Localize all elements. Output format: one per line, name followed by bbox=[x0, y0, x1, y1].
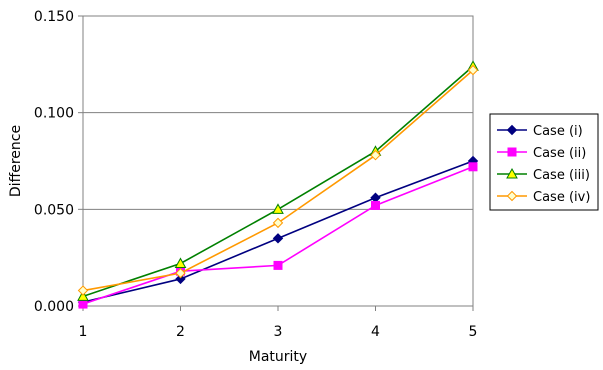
series bbox=[77, 60, 479, 309]
data-point bbox=[175, 267, 186, 279]
x-tick-label: 2 bbox=[176, 324, 185, 340]
data-point bbox=[272, 217, 284, 229]
x-tick-label: 1 bbox=[79, 324, 88, 340]
data-point bbox=[506, 167, 518, 179]
x-tick-label: 3 bbox=[274, 324, 283, 340]
x-tick-label: 5 bbox=[469, 324, 478, 340]
data-point bbox=[507, 147, 517, 157]
legend-label: Case (ii) bbox=[533, 146, 586, 161]
data-point bbox=[506, 190, 518, 202]
y-tick-label: 0.000 bbox=[34, 299, 74, 315]
grid bbox=[83, 112, 473, 210]
legend-label: Case (iii) bbox=[533, 168, 590, 183]
data-point bbox=[175, 273, 186, 285]
data-point bbox=[174, 257, 187, 268]
series-4 bbox=[77, 64, 479, 296]
series-line bbox=[82, 160, 474, 303]
data-point bbox=[370, 192, 381, 203]
data-point bbox=[77, 285, 89, 296]
legend-label: Case (iv) bbox=[533, 190, 590, 205]
legend-label: Case (i) bbox=[533, 124, 583, 139]
data-point bbox=[273, 260, 283, 270]
series-line bbox=[82, 69, 474, 292]
y-tick-label: 0.100 bbox=[34, 106, 74, 122]
data-point bbox=[370, 149, 381, 161]
data-point bbox=[468, 162, 478, 172]
data-point bbox=[78, 299, 88, 309]
legend-item: Case (ii) bbox=[497, 146, 586, 161]
axes: 0.000 0.050 0.100 0.150 1 2 3 4 5 bbox=[34, 9, 478, 340]
x-tick-label: 4 bbox=[371, 324, 380, 340]
legend-item: Case (i) bbox=[497, 124, 583, 139]
data-point bbox=[467, 64, 479, 76]
y-axis-title: Difference bbox=[8, 125, 24, 197]
legend-item: Case (iii) bbox=[497, 167, 590, 183]
data-point bbox=[272, 233, 284, 244]
legend: Case (i) Case (ii) Case (iii) Case (iv) bbox=[489, 113, 599, 211]
data-point bbox=[371, 200, 380, 210]
data-point bbox=[77, 290, 89, 301]
data-point bbox=[272, 203, 284, 214]
legend-item: Case (iv) bbox=[497, 190, 590, 205]
data-point bbox=[506, 124, 518, 136]
x-axis-title: Maturity bbox=[249, 349, 307, 365]
y-tick-label: 0.050 bbox=[34, 202, 74, 218]
series-1 bbox=[77, 155, 479, 308]
y-tick-label: 0.150 bbox=[34, 9, 74, 25]
